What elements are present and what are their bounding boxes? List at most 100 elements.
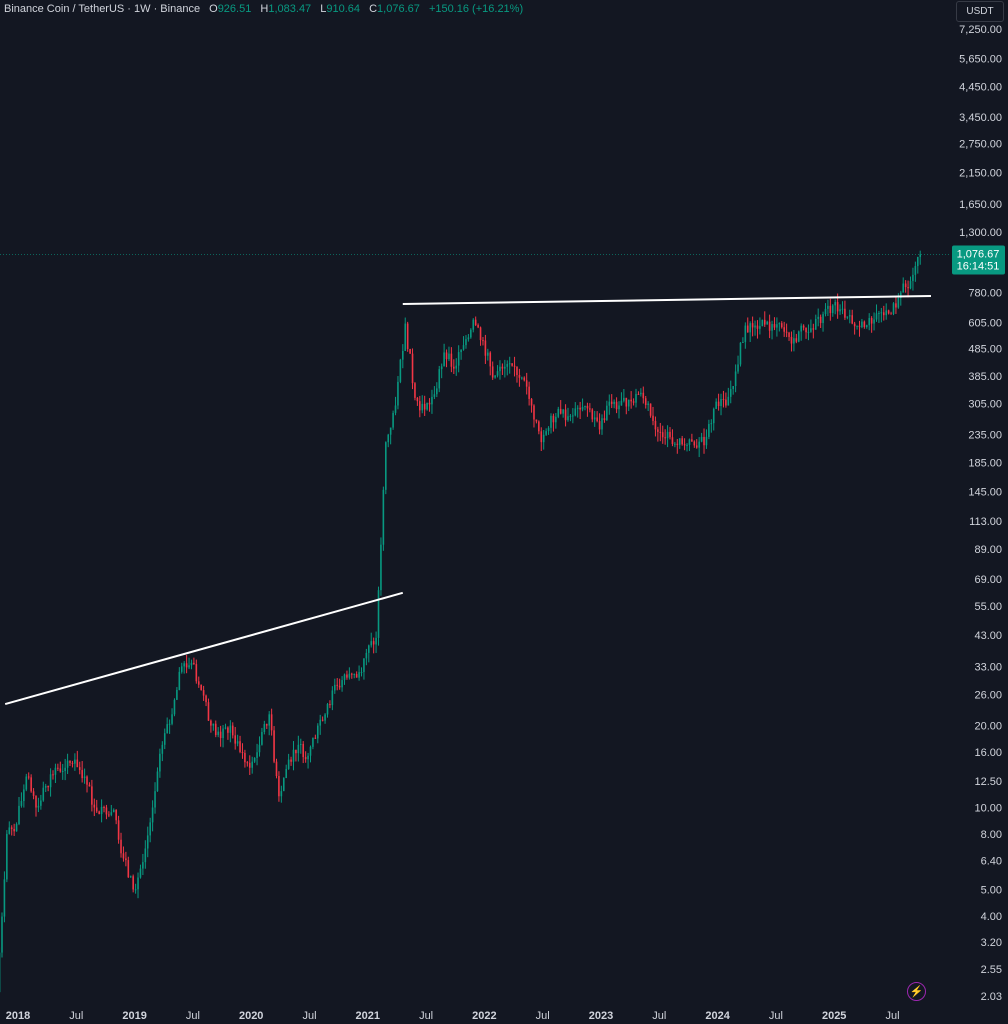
candle-body (751, 323, 754, 328)
candle-body (251, 761, 253, 768)
candle-body (773, 324, 776, 328)
candle-body (581, 407, 584, 410)
candle-body (829, 305, 832, 314)
candle-body (589, 408, 591, 410)
candle-body (790, 336, 793, 344)
candle-body (562, 409, 564, 414)
candle-body (57, 767, 59, 769)
candle-body (27, 776, 30, 778)
candle-body (885, 310, 888, 316)
candle-body (729, 389, 732, 397)
candle-body (693, 441, 696, 446)
candle-body (69, 760, 71, 763)
candle-body (892, 303, 895, 315)
candle-body (389, 427, 392, 435)
y-tick-label: 6.40 (981, 855, 1002, 867)
candle-body (44, 785, 47, 788)
candle-body (647, 403, 649, 405)
candle-body (37, 805, 40, 808)
symbol-legend: Binance Coin / TetherUS · 1W · Binance O… (4, 3, 523, 15)
candle-body (797, 331, 800, 342)
candle-body (144, 848, 147, 863)
price-axis: 7,250.00 5,650.00 4,450.00 3,450.00 2,750.00… (959, 24, 1002, 1003)
trendline[interactable] (4, 591, 404, 706)
candle-body (666, 431, 669, 439)
open-value: 926.51 (217, 3, 252, 15)
candle-body (42, 787, 45, 801)
y-tick-label: 26.00 (974, 690, 1002, 702)
candle-body (793, 338, 795, 344)
candle-body (129, 876, 132, 878)
x-tick-label: 2021 (356, 1010, 380, 1022)
candle-body (197, 681, 200, 685)
candle-body (533, 405, 535, 420)
candle-body (214, 723, 217, 735)
candle-body (591, 409, 594, 420)
candle-body (508, 363, 511, 365)
candle-body (275, 761, 278, 777)
candle-body (411, 353, 414, 384)
candle-body (725, 399, 727, 406)
candle-body (586, 405, 589, 409)
candle-body (30, 777, 32, 792)
y-tick-label: 485.00 (968, 344, 1002, 356)
candle-body (326, 704, 329, 715)
candle-body (299, 743, 302, 745)
y-tick-label: 780.00 (968, 288, 1002, 300)
candle-body (86, 776, 88, 785)
candle-body (625, 397, 628, 407)
trendline[interactable] (402, 294, 931, 306)
candle-body (712, 408, 715, 424)
y-tick-label: 16.00 (974, 747, 1002, 759)
candle-body (188, 665, 190, 668)
candle-body (265, 724, 268, 726)
candle-body (902, 283, 905, 293)
x-tick-label: Jul (419, 1010, 433, 1022)
candle-body (426, 402, 428, 410)
candle-body (336, 684, 339, 686)
candle-body (453, 366, 455, 369)
candle-body (100, 806, 103, 815)
candle-body (882, 312, 885, 316)
candle-body (261, 732, 263, 745)
candle-body (421, 403, 424, 411)
candle-body (32, 791, 35, 796)
candle-body (290, 759, 292, 762)
x-tick-label: 2025 (822, 1010, 846, 1022)
candle-body (438, 369, 441, 389)
candle-body (496, 371, 499, 376)
x-tick-label: 2019 (122, 1010, 146, 1022)
y-tick-label: 235.00 (968, 429, 1002, 441)
currency-button[interactable]: USDT (956, 1, 1004, 22)
candle-body (363, 658, 365, 672)
candle-body (574, 408, 577, 416)
candle-body (380, 544, 382, 591)
candle-body (720, 399, 722, 407)
candle-body (559, 408, 562, 414)
candle-body (652, 415, 654, 421)
candle-body (350, 673, 353, 675)
candle-body (445, 352, 448, 360)
trendlines (4, 294, 931, 706)
x-tick-label: Jul (186, 1010, 200, 1022)
candle-body (756, 325, 759, 329)
x-tick-label: Jul (536, 1010, 550, 1022)
candle-body (863, 321, 866, 327)
y-tick-label: 2.55 (981, 964, 1002, 976)
candle-body (416, 397, 419, 402)
candle-body (817, 316, 819, 319)
candle-body (166, 724, 168, 734)
lightning-icon[interactable]: ⚡ (907, 982, 926, 1001)
candle-body (190, 662, 193, 666)
candle-body (878, 312, 880, 314)
candle-body (659, 431, 662, 433)
candle-body (593, 417, 596, 420)
candle-body (49, 774, 52, 788)
candle-body (355, 674, 358, 678)
candle-body (649, 403, 652, 416)
x-tick-label: Jul (885, 1010, 899, 1022)
candle-body (321, 719, 324, 721)
y-tick-label: 305.00 (968, 399, 1002, 411)
candle-body (219, 731, 222, 739)
